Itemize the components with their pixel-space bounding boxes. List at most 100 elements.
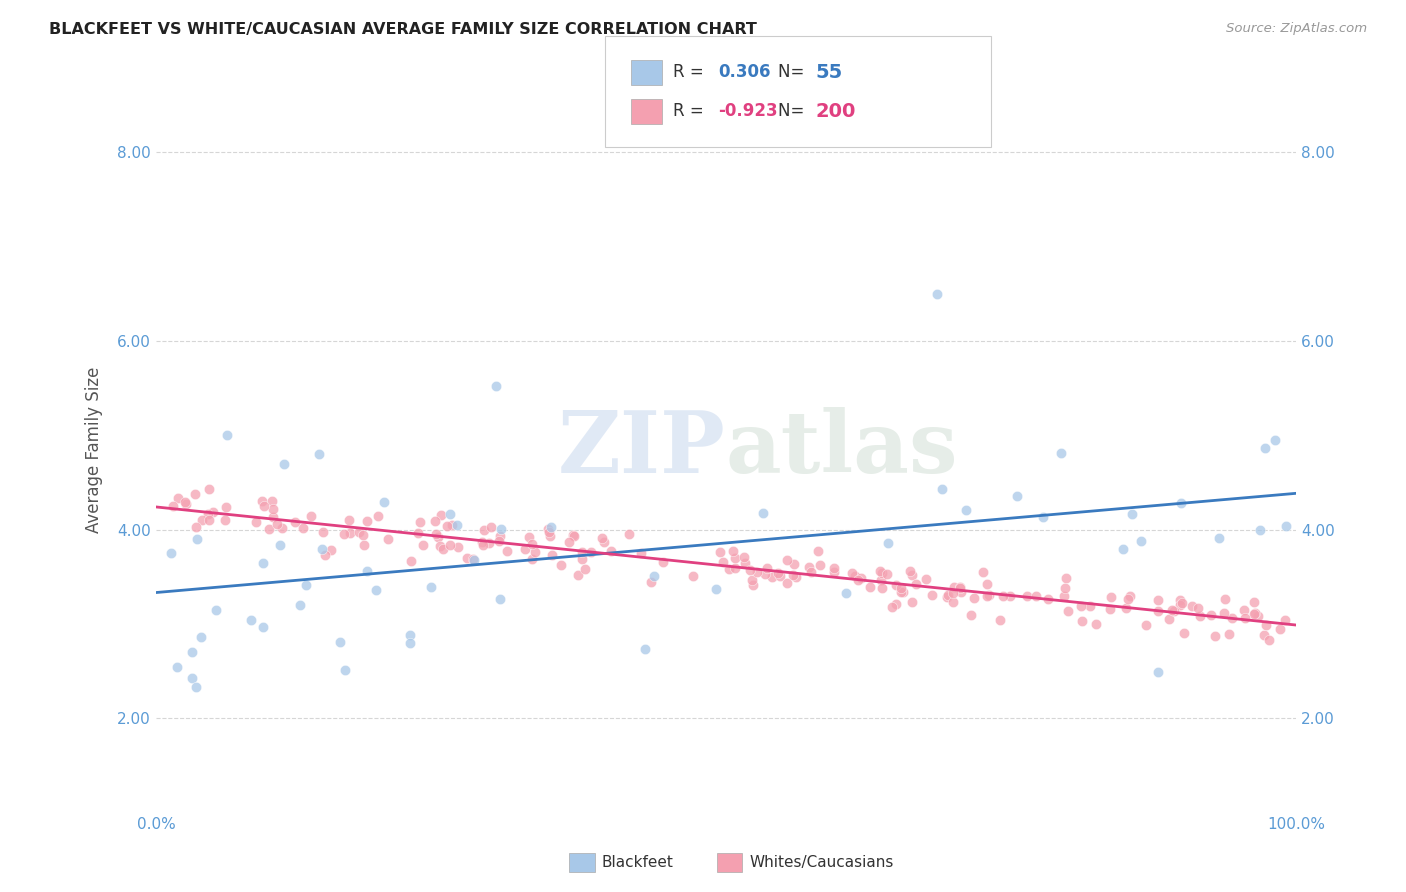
- Point: [472, 538, 495, 552]
- Point: [567, 568, 589, 582]
- Text: BLACKFEET VS WHITE/CAUCASIAN AVERAGE FAMILY SIZE CORRELATION CHART: BLACKFEET VS WHITE/CAUCASIAN AVERAGE FAM…: [49, 22, 756, 37]
- Point: [1121, 508, 1143, 522]
- Point: [738, 563, 761, 577]
- Point: [872, 566, 894, 580]
- Point: [993, 589, 1015, 603]
- Point: [291, 521, 314, 535]
- Point: [356, 564, 378, 578]
- Point: [205, 603, 228, 617]
- Point: [1070, 599, 1092, 613]
- Point: [1036, 592, 1059, 607]
- Point: [1264, 434, 1286, 448]
- Point: [479, 520, 502, 534]
- Point: [823, 561, 845, 575]
- Point: [1078, 599, 1101, 614]
- Point: [520, 551, 543, 566]
- Point: [1234, 611, 1257, 625]
- Point: [537, 525, 560, 540]
- Text: Whites/Caucasians: Whites/Caucasians: [749, 855, 894, 870]
- Point: [491, 522, 513, 536]
- Point: [1218, 626, 1240, 640]
- Point: [489, 592, 512, 607]
- Point: [423, 514, 446, 528]
- Point: [876, 567, 898, 582]
- Point: [915, 573, 938, 587]
- Point: [1116, 592, 1139, 607]
- Point: [769, 568, 792, 582]
- Text: Blackfeet: Blackfeet: [602, 855, 673, 870]
- Point: [1053, 589, 1076, 603]
- Point: [270, 521, 292, 535]
- Point: [186, 680, 208, 694]
- Point: [562, 528, 585, 542]
- Point: [1254, 441, 1277, 455]
- Point: [800, 565, 823, 579]
- Point: [751, 506, 773, 520]
- Point: [184, 520, 207, 534]
- Text: N=: N=: [778, 63, 808, 81]
- Point: [734, 556, 756, 570]
- Point: [174, 497, 197, 511]
- Point: [412, 538, 434, 552]
- Point: [1188, 609, 1211, 624]
- Point: [262, 502, 284, 516]
- Point: [1031, 510, 1053, 524]
- Point: [571, 545, 593, 559]
- Point: [429, 508, 451, 522]
- Point: [420, 580, 443, 594]
- Point: [439, 538, 461, 552]
- Point: [921, 588, 943, 602]
- Point: [367, 509, 389, 524]
- Point: [890, 585, 912, 599]
- Point: [1268, 622, 1291, 636]
- Point: [936, 590, 959, 604]
- Point: [901, 568, 924, 582]
- Point: [537, 522, 560, 536]
- Point: [337, 513, 360, 527]
- Point: [538, 529, 561, 543]
- Point: [425, 526, 447, 541]
- Point: [1084, 616, 1107, 631]
- Point: [711, 556, 734, 570]
- Point: [335, 663, 357, 677]
- Point: [252, 494, 274, 508]
- Point: [846, 573, 869, 587]
- Point: [456, 551, 478, 566]
- Point: [844, 568, 866, 582]
- Point: [1146, 604, 1168, 618]
- Point: [347, 524, 370, 539]
- Point: [1168, 598, 1191, 612]
- Point: [591, 531, 613, 545]
- Point: [634, 642, 657, 657]
- Point: [851, 571, 873, 585]
- Point: [262, 509, 284, 524]
- Point: [1187, 601, 1209, 615]
- Point: [186, 533, 208, 547]
- Point: [891, 585, 914, 599]
- Point: [550, 558, 572, 572]
- Point: [617, 527, 640, 541]
- Point: [1181, 599, 1204, 614]
- Point: [333, 527, 356, 541]
- Point: [600, 543, 623, 558]
- Point: [1049, 445, 1071, 459]
- Point: [942, 595, 965, 609]
- Point: [960, 607, 983, 622]
- Point: [1146, 592, 1168, 607]
- Point: [1173, 626, 1195, 640]
- Point: [488, 529, 510, 543]
- Point: [1274, 519, 1296, 533]
- Point: [520, 536, 543, 550]
- Point: [870, 574, 893, 588]
- Point: [262, 493, 284, 508]
- Point: [723, 543, 745, 558]
- Point: [776, 553, 799, 567]
- Point: [311, 541, 333, 556]
- Point: [1130, 534, 1153, 549]
- Point: [356, 514, 378, 528]
- Point: [1249, 523, 1271, 537]
- Point: [273, 457, 295, 471]
- Point: [1025, 589, 1047, 603]
- Point: [478, 536, 501, 550]
- Point: [558, 535, 581, 549]
